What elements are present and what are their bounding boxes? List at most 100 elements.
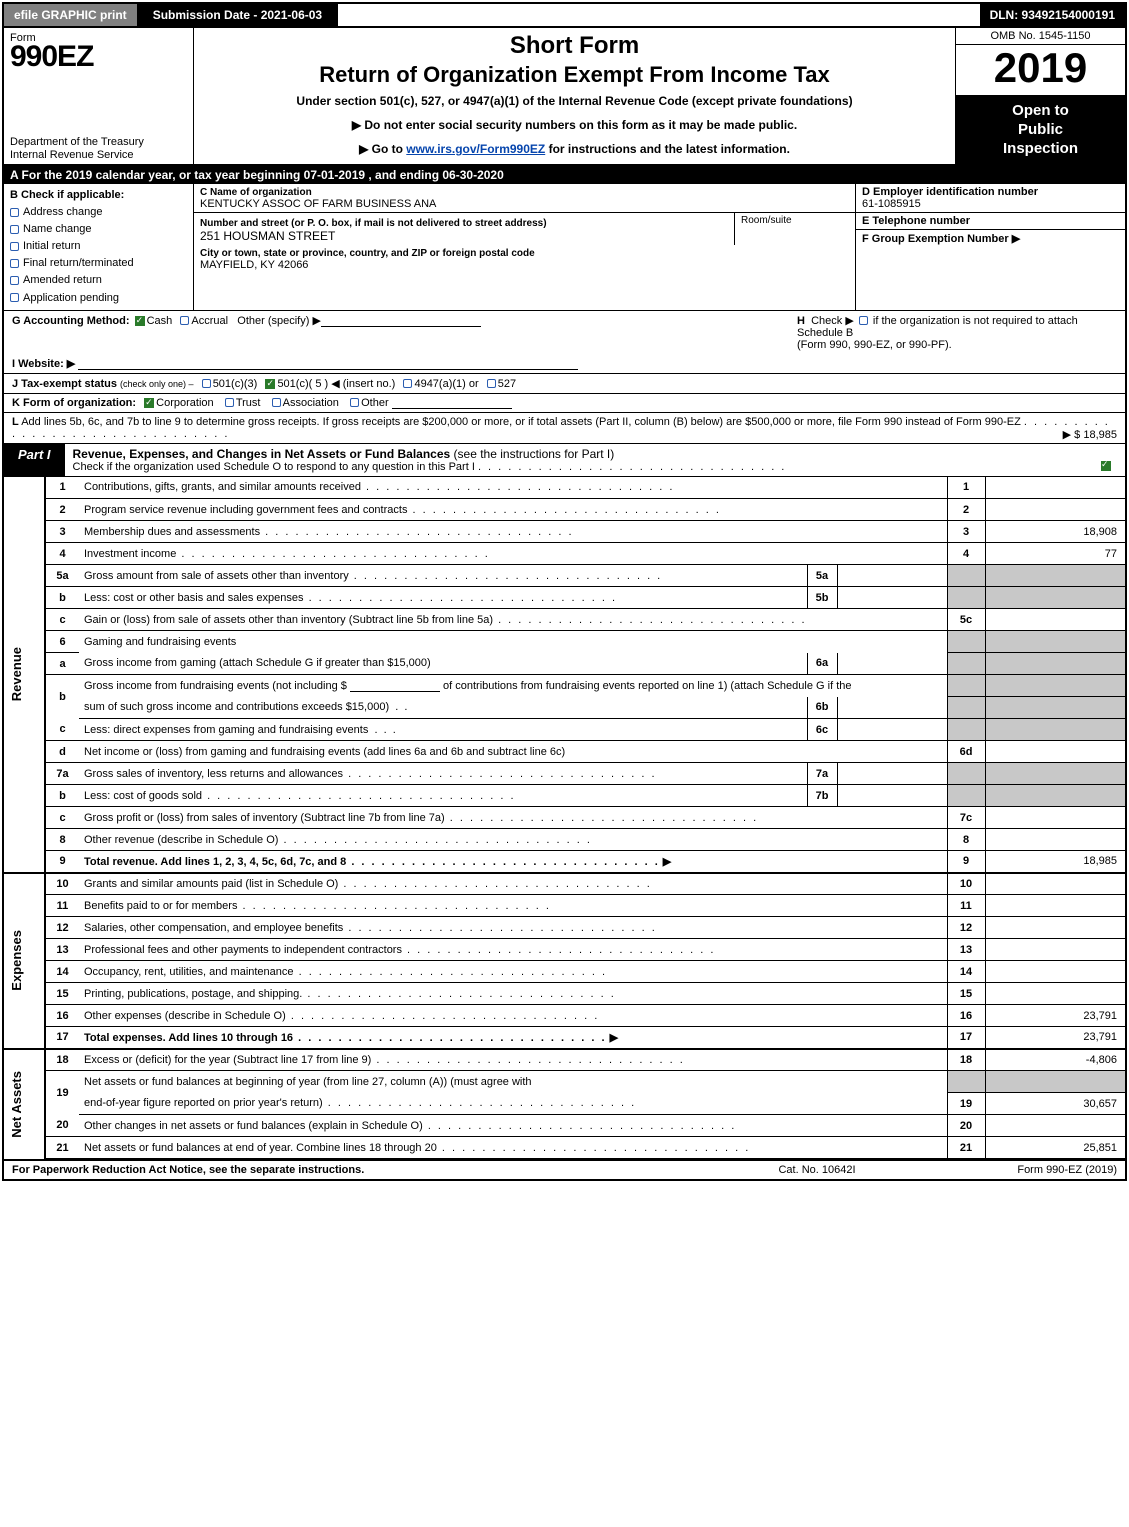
b-opt-amended: Amended return bbox=[10, 272, 187, 289]
desc-text: Salaries, other compensation, and employ… bbox=[84, 922, 343, 934]
table-row: d Net income or (loss) from gaming and f… bbox=[4, 741, 1125, 763]
checkbox-icon[interactable] bbox=[10, 276, 19, 285]
checkbox-icon[interactable] bbox=[202, 379, 211, 388]
desc-text: Other expenses (describe in Schedule O) bbox=[84, 1010, 286, 1022]
checkbox-icon[interactable] bbox=[10, 208, 19, 217]
h-key: H bbox=[797, 315, 805, 327]
tax-year: 2019 bbox=[956, 45, 1125, 96]
contrib-input[interactable] bbox=[350, 680, 440, 692]
b-opt-label: Name change bbox=[23, 223, 92, 235]
dln-label: DLN: 93492154000191 bbox=[980, 4, 1125, 26]
shaded-cell bbox=[947, 1071, 985, 1093]
line-desc: Gain or (loss) from sale of assets other… bbox=[79, 609, 947, 631]
j-key: J Tax-exempt status bbox=[12, 378, 117, 390]
desc-text: Occupancy, rent, utilities, and maintena… bbox=[84, 966, 294, 978]
line-num: 9 bbox=[45, 851, 79, 873]
line-desc: Occupancy, rent, utilities, and maintena… bbox=[79, 961, 947, 983]
table-row: a Gross income from gaming (attach Sched… bbox=[4, 653, 1125, 675]
g-h-line: G Accounting Method: Cash Accrual Other … bbox=[4, 311, 1125, 354]
checkbox-checked-icon[interactable] bbox=[265, 379, 275, 389]
checkbox-icon[interactable] bbox=[180, 316, 189, 325]
shaded-cell bbox=[947, 785, 985, 807]
submission-date-button[interactable]: Submission Date - 2021-06-03 bbox=[139, 4, 338, 26]
l-gross-receipts-line: L Add lines 5b, 6c, and 7b to line 9 to … bbox=[4, 413, 1125, 443]
table-row: 20 Other changes in net assets or fund b… bbox=[4, 1115, 1125, 1137]
c-street-row: Number and street (or P. O. box, if mail… bbox=[194, 213, 855, 245]
subline-label: 5a bbox=[807, 565, 837, 587]
checkbox-icon[interactable] bbox=[225, 398, 234, 407]
desc-text: Gross profit or (loss) from sales of inv… bbox=[84, 812, 445, 824]
line-num: 7a bbox=[45, 763, 79, 785]
desc-text: Program service revenue including govern… bbox=[84, 504, 407, 516]
desc-text: Less: cost of goods sold bbox=[84, 790, 202, 802]
checkbox-checked-icon[interactable] bbox=[135, 316, 145, 326]
table-row: 13 Professional fees and other payments … bbox=[4, 939, 1125, 961]
org-name: KENTUCKY ASSOC OF FARM BUSINESS ANA bbox=[200, 198, 436, 210]
line-num: 12 bbox=[45, 917, 79, 939]
line-amount: 23,791 bbox=[985, 1027, 1125, 1049]
dots-icon bbox=[286, 1010, 599, 1022]
table-row: 6 Gaming and fundraising events bbox=[4, 631, 1125, 653]
goto-pre: Go to bbox=[372, 142, 407, 156]
i-website-line: I Website: ▶ bbox=[4, 354, 1125, 374]
line-label: 11 bbox=[947, 895, 985, 917]
checkbox-icon[interactable] bbox=[859, 316, 868, 325]
line-label: 16 bbox=[947, 1005, 985, 1027]
table-row: c Gain or (loss) from sale of assets oth… bbox=[4, 609, 1125, 631]
line-desc: Investment income bbox=[79, 543, 947, 565]
line-num: 4 bbox=[45, 543, 79, 565]
k-form-org-line: K Form of organization: Corporation Trus… bbox=[4, 394, 1125, 413]
subline-amount bbox=[837, 785, 947, 807]
line-amount bbox=[985, 983, 1125, 1005]
efile-print-button[interactable]: efile GRAPHIC print bbox=[4, 4, 139, 26]
dots-icon bbox=[343, 768, 656, 780]
website-input[interactable] bbox=[78, 358, 578, 370]
checkbox-icon[interactable] bbox=[272, 398, 281, 407]
checkbox-checked-icon[interactable] bbox=[1101, 461, 1111, 471]
line-desc: Contributions, gifts, grants, and simila… bbox=[79, 477, 947, 499]
table-row: 17 Total expenses. Add lines 10 through … bbox=[4, 1027, 1125, 1049]
k-other-input[interactable] bbox=[392, 397, 512, 409]
f-label: F Group Exemption Number ▶ bbox=[862, 233, 1020, 245]
checkbox-icon[interactable] bbox=[350, 398, 359, 407]
line-num: b bbox=[45, 675, 79, 719]
table-row: 12 Salaries, other compensation, and emp… bbox=[4, 917, 1125, 939]
table-row: b Less: cost or other basis and sales ex… bbox=[4, 587, 1125, 609]
shaded-cell bbox=[985, 565, 1125, 587]
k-corp: Corporation bbox=[156, 397, 213, 409]
checkbox-icon[interactable] bbox=[10, 242, 19, 251]
desc-text: Other revenue (describe in Schedule O) bbox=[84, 834, 278, 846]
line-num: 3 bbox=[45, 521, 79, 543]
table-row: 16 Other expenses (describe in Schedule … bbox=[4, 1005, 1125, 1027]
subline-amount bbox=[837, 653, 947, 675]
g-other-input[interactable] bbox=[321, 315, 481, 327]
line-num: d bbox=[45, 741, 79, 763]
desc-text: end-of-year figure reported on prior yea… bbox=[84, 1097, 323, 1109]
footer-right: Form 990-EZ (2019) bbox=[917, 1164, 1117, 1176]
form-number: 990EZ bbox=[10, 40, 187, 74]
checkbox-icon[interactable] bbox=[403, 379, 412, 388]
ein-value: 61-1085915 bbox=[862, 198, 921, 210]
desc-text: Other changes in net assets or fund bala… bbox=[84, 1120, 423, 1132]
dots-icon bbox=[361, 481, 674, 493]
g-cash: Cash bbox=[147, 315, 173, 327]
checkbox-icon[interactable] bbox=[487, 379, 496, 388]
subline-amount bbox=[837, 587, 947, 609]
desc-text: Gross amount from sale of assets other t… bbox=[84, 570, 349, 582]
checkbox-icon[interactable] bbox=[10, 225, 19, 234]
line-desc: Gaming and fundraising events bbox=[79, 631, 947, 653]
street-cell: Number and street (or P. O. box, if mail… bbox=[194, 213, 735, 245]
checkbox-checked-icon[interactable] bbox=[144, 398, 154, 408]
street-label: Number and street (or P. O. box, if mail… bbox=[200, 218, 547, 229]
city-value: MAYFIELD, KY 42066 bbox=[200, 259, 308, 271]
goto-post: for instructions and the latest informat… bbox=[545, 142, 790, 156]
line-label: 10 bbox=[947, 873, 985, 895]
desc-text: sum of such gross income and contributio… bbox=[84, 701, 389, 713]
desc-text: Gross sales of inventory, less returns a… bbox=[84, 768, 343, 780]
checkbox-icon[interactable] bbox=[10, 293, 19, 302]
checkbox-icon[interactable] bbox=[10, 259, 19, 268]
line-desc: Gross income from gaming (attach Schedul… bbox=[79, 653, 807, 675]
line-desc: Membership dues and assessments bbox=[79, 521, 947, 543]
shaded-cell bbox=[947, 697, 985, 719]
goto-link[interactable]: www.irs.gov/Form990EZ bbox=[406, 142, 545, 156]
